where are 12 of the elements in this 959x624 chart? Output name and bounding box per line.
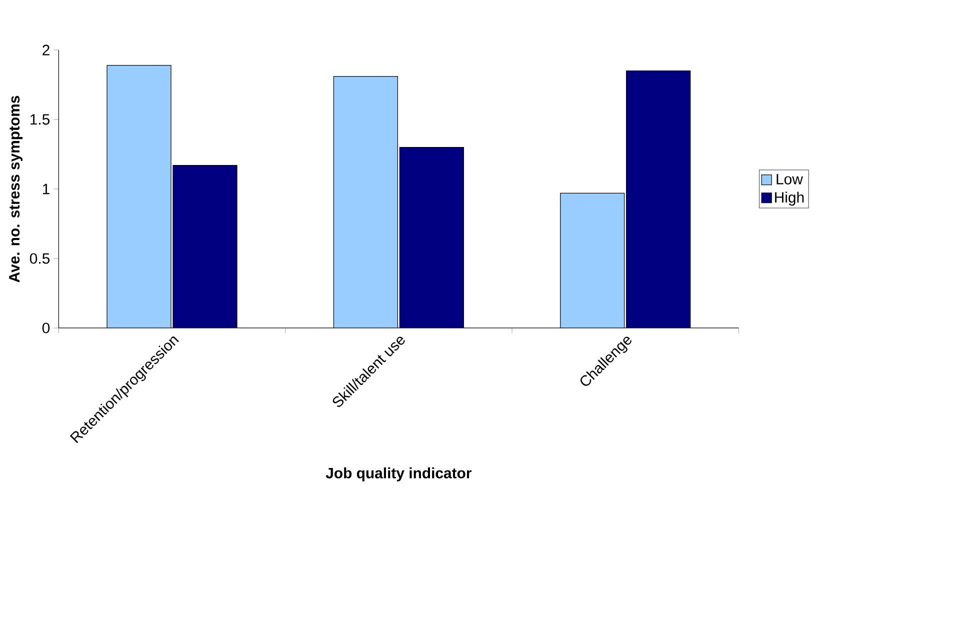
x-axis-title: Job quality indicator <box>326 467 472 482</box>
legend-label: Low <box>776 174 803 184</box>
y-axis-title: Ave. no. stress symptoms <box>9 96 23 282</box>
y-tick-label: 2 <box>42 44 50 56</box>
bar <box>107 65 172 328</box>
y-tick-label: 0 <box>42 322 50 334</box>
y-tick-label: 1.5 <box>30 114 50 125</box>
y-tick-label: 0.5 <box>30 253 50 264</box>
y-tick-label: 1 <box>42 184 50 194</box>
bar <box>334 76 398 328</box>
bar <box>560 192 625 328</box>
legend-label: High <box>775 192 804 206</box>
